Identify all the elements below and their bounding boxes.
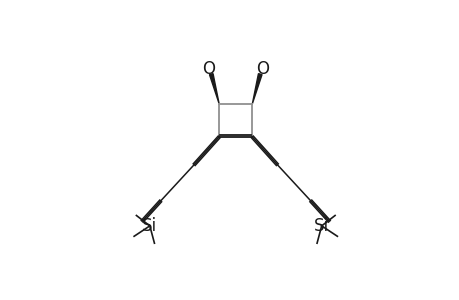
Text: Si: Si <box>313 217 329 235</box>
Text: Si: Si <box>142 217 157 235</box>
Text: O: O <box>202 61 214 79</box>
Polygon shape <box>252 74 262 104</box>
Text: O: O <box>256 61 269 79</box>
Polygon shape <box>209 74 218 104</box>
